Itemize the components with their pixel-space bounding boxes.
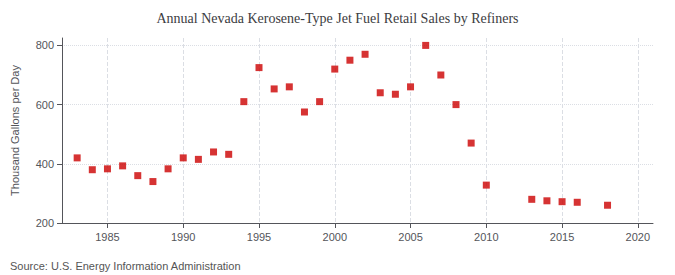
svg-text:2010: 2010 (474, 231, 498, 243)
svg-text:400: 400 (36, 158, 54, 170)
svg-text:Thousand Gallons per Day: Thousand Gallons per Day (9, 65, 21, 196)
svg-text:2005: 2005 (398, 231, 422, 243)
svg-text:2020: 2020 (626, 231, 650, 243)
svg-text:Source: U.S. Energy Informatio: Source: U.S. Energy Information Administ… (10, 260, 241, 272)
svg-text:1990: 1990 (171, 231, 195, 243)
svg-text:1985: 1985 (95, 231, 119, 243)
svg-text:2000: 2000 (323, 231, 347, 243)
svg-text:2015: 2015 (550, 231, 574, 243)
svg-text:1995: 1995 (247, 231, 271, 243)
svg-text:600: 600 (36, 99, 54, 111)
svg-text:200: 200 (36, 217, 54, 229)
svg-text:Annual Nevada Kerosene-Type Je: Annual Nevada Kerosene-Type Jet Fuel Ret… (156, 11, 518, 26)
svg-text:800: 800 (36, 39, 54, 51)
